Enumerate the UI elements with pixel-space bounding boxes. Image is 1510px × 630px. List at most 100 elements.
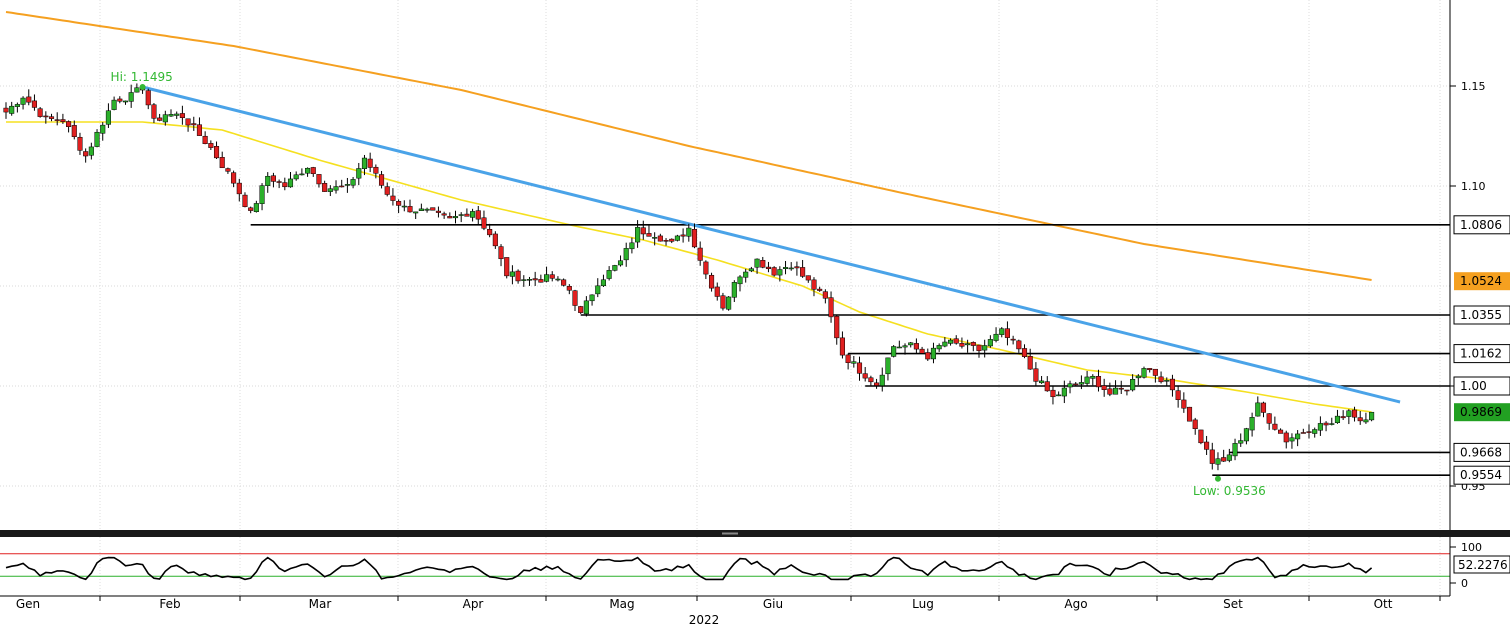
candle-body <box>612 265 618 271</box>
candle-body <box>629 242 635 250</box>
candle-body <box>1061 387 1067 397</box>
candle-body <box>720 295 726 309</box>
candle-body <box>896 346 902 349</box>
candle-body <box>242 194 248 207</box>
candle-body <box>435 210 441 213</box>
candle-body <box>1317 423 1323 431</box>
candle-body <box>276 181 282 183</box>
candle-body <box>1033 368 1039 382</box>
x-month-label: Mag <box>609 597 634 611</box>
candle-body <box>1044 381 1050 392</box>
candle-body <box>1255 402 1261 417</box>
candle-body <box>1152 368 1158 376</box>
candle-body <box>532 278 538 281</box>
grid-layer <box>0 0 1450 596</box>
candle-body <box>60 119 66 122</box>
candle-body <box>817 288 823 291</box>
candle-body <box>37 108 43 117</box>
candle-body <box>1283 432 1289 443</box>
candle-body <box>771 267 777 276</box>
candle-body <box>663 240 669 242</box>
candle-body <box>731 282 737 298</box>
candle-body <box>413 211 419 214</box>
candle-body <box>1016 340 1022 350</box>
candle-body <box>754 258 760 268</box>
candle-body <box>845 354 851 363</box>
candle-body <box>504 257 510 277</box>
candle-body <box>71 125 77 137</box>
level-tag-label: 0.9668 <box>1460 445 1502 459</box>
candle-body <box>947 339 954 344</box>
candle-body <box>447 216 453 219</box>
candle-body <box>737 276 743 285</box>
candle-body <box>54 119 60 121</box>
candle-body <box>1135 375 1141 379</box>
candle-body <box>31 100 38 108</box>
candle-body <box>1198 429 1204 444</box>
candle-body <box>475 210 481 220</box>
candle-body <box>1204 441 1210 450</box>
candle-body <box>828 297 834 318</box>
candle-body <box>196 124 203 136</box>
candle-body <box>919 348 925 354</box>
candle-body <box>401 205 407 208</box>
candle-body <box>782 267 789 269</box>
trendline-layer <box>142 85 1401 404</box>
candle-body <box>424 208 430 211</box>
annotation-dot <box>1214 475 1221 482</box>
candle-body <box>976 344 982 351</box>
candle-body <box>987 339 993 347</box>
candle-body <box>105 110 111 125</box>
candle-body <box>1113 387 1119 395</box>
candle-body <box>839 337 845 356</box>
candle-body <box>20 97 26 105</box>
candle-body <box>623 248 629 261</box>
candle-body <box>566 286 572 291</box>
candle-body <box>1295 433 1301 440</box>
candle-body <box>122 100 129 103</box>
candle-body <box>1369 411 1375 421</box>
candle-body <box>572 290 578 306</box>
candle-body <box>407 206 413 213</box>
candle-body <box>441 213 447 216</box>
candle-body <box>544 274 550 282</box>
candle-body <box>811 279 817 290</box>
candle-body <box>390 195 396 201</box>
candle-body <box>680 234 686 237</box>
candle-body <box>606 270 612 279</box>
candle-body <box>1238 440 1244 444</box>
candle-body <box>1243 428 1249 442</box>
candle-body <box>259 185 265 204</box>
candle-body <box>287 178 294 188</box>
level-tag-label: 1.0355 <box>1460 308 1502 322</box>
candle-body <box>1312 429 1318 434</box>
trendline <box>142 85 1401 404</box>
candle-body <box>1130 379 1136 391</box>
candle-body <box>202 135 208 144</box>
candle-body <box>145 90 151 106</box>
candle-body <box>100 124 106 134</box>
candle-body <box>333 186 339 191</box>
x-year-label: 2022 <box>689 613 720 627</box>
candle-body <box>293 174 299 180</box>
value-tag-box <box>1454 403 1510 422</box>
candle-body <box>151 104 157 119</box>
candle-body <box>470 211 476 218</box>
rsi-panel: 100 0 52.2276 <box>0 541 1510 590</box>
candle-body <box>868 377 874 383</box>
rsi-value-box <box>1453 555 1510 574</box>
candle-body <box>1107 388 1113 395</box>
candle-body <box>361 157 368 170</box>
panel-separator <box>0 530 1510 537</box>
candle-body <box>452 216 459 219</box>
candle-body <box>1351 409 1358 418</box>
candle-body <box>760 260 766 268</box>
candle-body <box>743 271 749 278</box>
candle-body <box>902 345 908 348</box>
candle-body <box>282 182 288 188</box>
candle-body <box>213 146 220 159</box>
x-month-label: Set <box>1223 597 1243 611</box>
candle-body <box>1186 406 1193 422</box>
candle-body <box>891 346 897 357</box>
candle-body <box>487 229 493 236</box>
